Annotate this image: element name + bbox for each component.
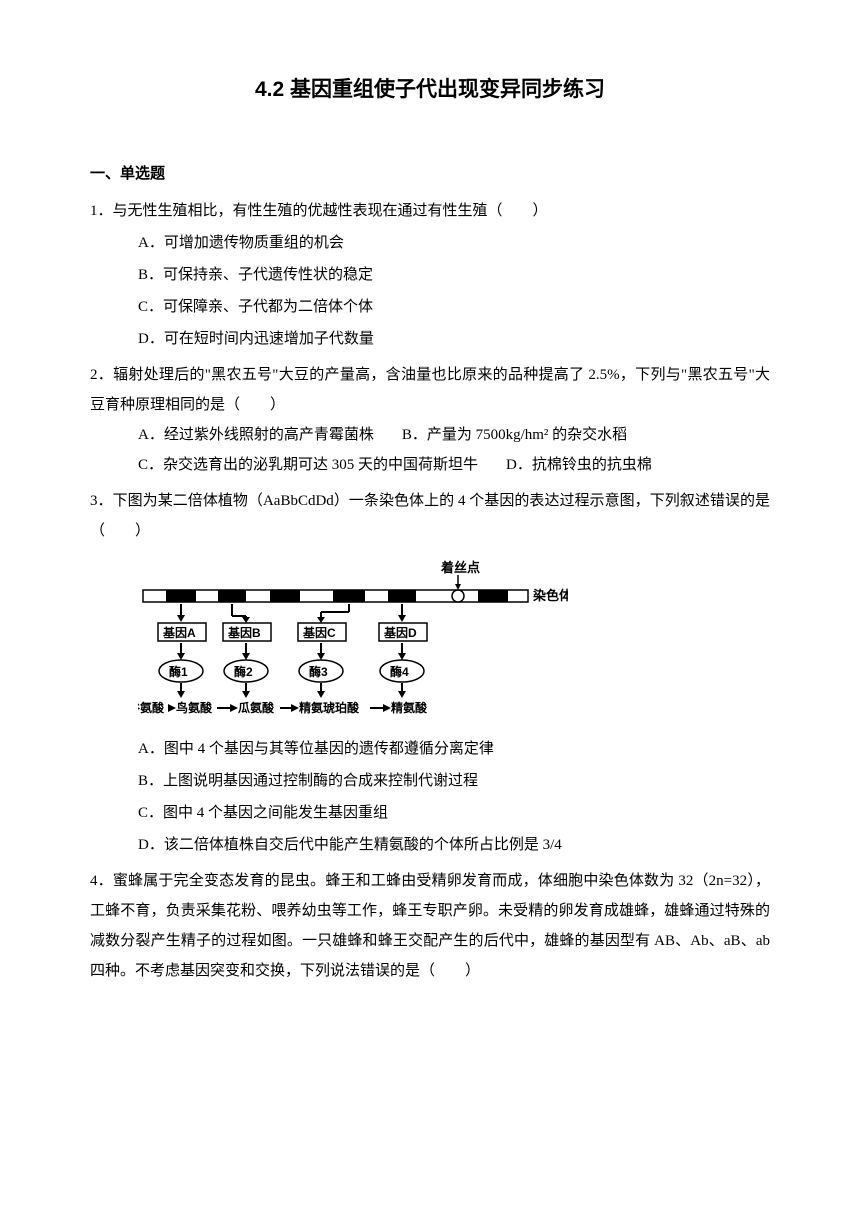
page-title: 4.2 基因重组使子代出现变异同步练习 <box>90 70 770 110</box>
q3-option-a: A．图中 4 个基因与其等位基因的遗传都遵循分离定律 <box>138 734 770 764</box>
centromere-label: 着丝点 <box>440 560 480 575</box>
question-4: 4．蜜蜂属于完全变态发育的昆虫。蜂王和工蜂由受精卵发育而成，体细胞中染色体数为 … <box>90 866 770 986</box>
q2-option-a: A．经过紫外线照射的高产青霉菌株 <box>138 420 374 450</box>
enzyme-3-label: 酶3 <box>309 664 328 679</box>
q1-options: A．可增加遗传物质重组的机会 B．可保持亲、子代遗传性状的稳定 C．可保障亲、子… <box>90 228 770 354</box>
q2-option-c: C．杂交选育出的泌乳期可达 305 天的中国荷斯坦牛 <box>138 450 478 480</box>
gene-b-label: 基因B <box>227 625 261 640</box>
q2-option-b: B．产量为 7500kg/hm² 的杂交水稻 <box>402 420 627 450</box>
gene-expression-diagram: 着丝点 染色体 <box>138 560 568 720</box>
q3-text: 3．下图为某二倍体植物（AaBbCdDd）一条染色体上的 4 个基因的表达过程示… <box>90 486 770 546</box>
question-3: 3．下图为某二倍体植物（AaBbCdDd）一条染色体上的 4 个基因的表达过程示… <box>90 486 770 860</box>
gene-c-label: 基因C <box>302 625 336 640</box>
section-header: 一、单选题 <box>90 160 770 189</box>
enzyme-4-label: 酶4 <box>390 664 409 679</box>
q1-option-c: C．可保障亲、子代都为二倍体个体 <box>138 292 770 322</box>
enzyme-2-label: 酶2 <box>234 664 253 679</box>
aa-3: 瓜氨酸 <box>238 700 275 715</box>
aa-2: 鸟氨酸 <box>176 700 213 715</box>
question-2: 2．辐射处理后的"黑农五号"大豆的产量高，含油量也比原来的品种提高了 2.5%，… <box>90 360 770 480</box>
q3-option-d: D．该二倍体植株自交后代中能产生精氨酸的个体所占比例是 3/4 <box>138 830 770 860</box>
q1-option-d: D．可在短时间内迅速增加子代数量 <box>138 324 770 354</box>
gene-d-label: 基因D <box>383 625 417 640</box>
enzyme-1-label: 酶1 <box>169 664 188 679</box>
question-1: 1．与无性生殖相比，有性生殖的优越性表现在通过有性生殖（ ） A．可增加遗传物质… <box>90 196 770 354</box>
q2-option-d: D．抗棉铃虫的抗虫棉 <box>506 450 652 480</box>
chromosome-label: 染色体 <box>532 588 568 603</box>
aa-5: 精氨酸 <box>391 700 428 715</box>
q1-text: 1．与无性生殖相比，有性生殖的优越性表现在通过有性生殖（ ） <box>90 196 770 226</box>
aa-4: 精氨琥珀酸 <box>299 700 360 715</box>
q4-text: 4．蜜蜂属于完全变态发育的昆虫。蜂王和工蜂由受精卵发育而成，体细胞中染色体数为 … <box>90 866 770 986</box>
q1-option-b: B．可保持亲、子代遗传性状的稳定 <box>138 260 770 290</box>
q2-text: 2．辐射处理后的"黑农五号"大豆的产量高，含油量也比原来的品种提高了 2.5%，… <box>90 360 770 420</box>
q3-option-b: B．上图说明基因通过控制酶的合成来控制代谢过程 <box>138 766 770 796</box>
q3-options: A．图中 4 个基因与其等位基因的遗传都遵循分离定律 B．上图说明基因通过控制酶… <box>90 734 770 860</box>
aa-1: 谷氨酸 <box>138 700 165 715</box>
q1-option-a: A．可增加遗传物质重组的机会 <box>138 228 770 258</box>
gene-a-label: 基因A <box>162 625 196 640</box>
q3-option-c: C．图中 4 个基因之间能发生基因重组 <box>138 798 770 828</box>
q2-options: A．经过紫外线照射的高产青霉菌株 B．产量为 7500kg/hm² 的杂交水稻 … <box>90 420 770 480</box>
